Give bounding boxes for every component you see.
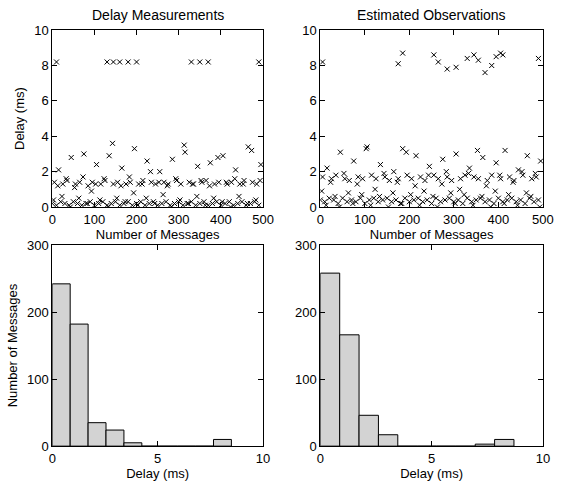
- svg-text:5: 5: [154, 451, 161, 466]
- svg-text:Delay (ms): Delay (ms): [126, 466, 189, 481]
- svg-text:200: 200: [295, 305, 317, 320]
- svg-text:300: 300: [168, 212, 190, 227]
- svg-text:400: 400: [210, 212, 232, 227]
- svg-text:0: 0: [49, 451, 56, 466]
- svg-text:2: 2: [310, 164, 317, 179]
- svg-text:Number of Messages: Number of Messages: [5, 283, 20, 407]
- svg-text:300: 300: [443, 212, 465, 227]
- svg-text:200: 200: [126, 212, 148, 227]
- svg-text:100: 100: [354, 212, 376, 227]
- svg-text:100: 100: [84, 212, 106, 227]
- svg-text:0: 0: [317, 451, 324, 466]
- svg-text:0: 0: [41, 439, 48, 454]
- svg-text:4: 4: [310, 129, 317, 144]
- svg-text:Delay Measurements: Delay Measurements: [92, 7, 224, 23]
- svg-text:0: 0: [41, 200, 48, 215]
- svg-text:8: 8: [41, 58, 48, 73]
- svg-text:300: 300: [27, 237, 49, 252]
- svg-text:Delay (ms): Delay (ms): [400, 466, 463, 481]
- svg-text:6: 6: [310, 93, 317, 108]
- svg-text:5: 5: [428, 451, 435, 466]
- svg-text:500: 500: [532, 212, 554, 227]
- svg-text:Number of Messages: Number of Messages: [370, 227, 494, 242]
- svg-text:0: 0: [49, 212, 56, 227]
- svg-text:100: 100: [27, 372, 49, 387]
- svg-text:300: 300: [295, 237, 317, 252]
- svg-text:200: 200: [399, 212, 421, 227]
- svg-text:100: 100: [295, 372, 317, 387]
- svg-text:500: 500: [252, 212, 274, 227]
- svg-text:10: 10: [256, 451, 270, 466]
- svg-text:6: 6: [41, 93, 48, 108]
- svg-text:0: 0: [317, 212, 324, 227]
- svg-text:4: 4: [41, 129, 48, 144]
- svg-text:0: 0: [310, 200, 317, 215]
- svg-text:0: 0: [310, 439, 317, 454]
- svg-text:Estimated Observations: Estimated Observations: [357, 7, 506, 23]
- svg-text:8: 8: [310, 58, 317, 73]
- svg-text:10: 10: [536, 451, 550, 466]
- svg-text:200: 200: [27, 305, 49, 320]
- svg-text:Number of Messages: Number of Messages: [96, 227, 220, 242]
- svg-text:10: 10: [302, 23, 316, 38]
- svg-text:Delay (ms): Delay (ms): [12, 87, 27, 150]
- svg-text:10: 10: [34, 23, 48, 38]
- svg-text:2: 2: [41, 164, 48, 179]
- svg-text:400: 400: [488, 212, 510, 227]
